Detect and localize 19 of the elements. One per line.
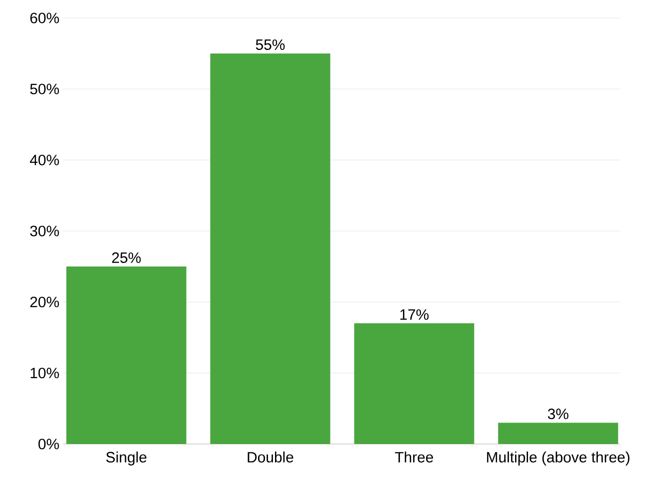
y-tick-label: 50% bbox=[30, 84, 59, 94]
y-tick-label: 10% bbox=[30, 368, 59, 378]
bar bbox=[498, 422, 618, 444]
data-label: 3% bbox=[548, 408, 568, 420]
y-tick-label: 30% bbox=[30, 226, 59, 236]
bar bbox=[210, 53, 330, 444]
y-tick-label: 20% bbox=[30, 296, 59, 308]
x-tick-label: Multiple (above three) bbox=[487, 452, 630, 466]
y-tick-label: 0% bbox=[38, 438, 59, 450]
x-tick-label: Double bbox=[248, 452, 294, 462]
data-label: 55% bbox=[256, 39, 285, 50]
data-label: 17% bbox=[400, 309, 429, 320]
x-tick-label: Three bbox=[394, 452, 434, 462]
y-tick-label: 40% bbox=[30, 154, 59, 166]
x-tick-label: Single bbox=[106, 452, 146, 466]
bar bbox=[66, 266, 186, 444]
data-label: 25% bbox=[112, 252, 141, 263]
bar bbox=[354, 323, 474, 444]
y-tick-label: 60% bbox=[30, 12, 59, 24]
